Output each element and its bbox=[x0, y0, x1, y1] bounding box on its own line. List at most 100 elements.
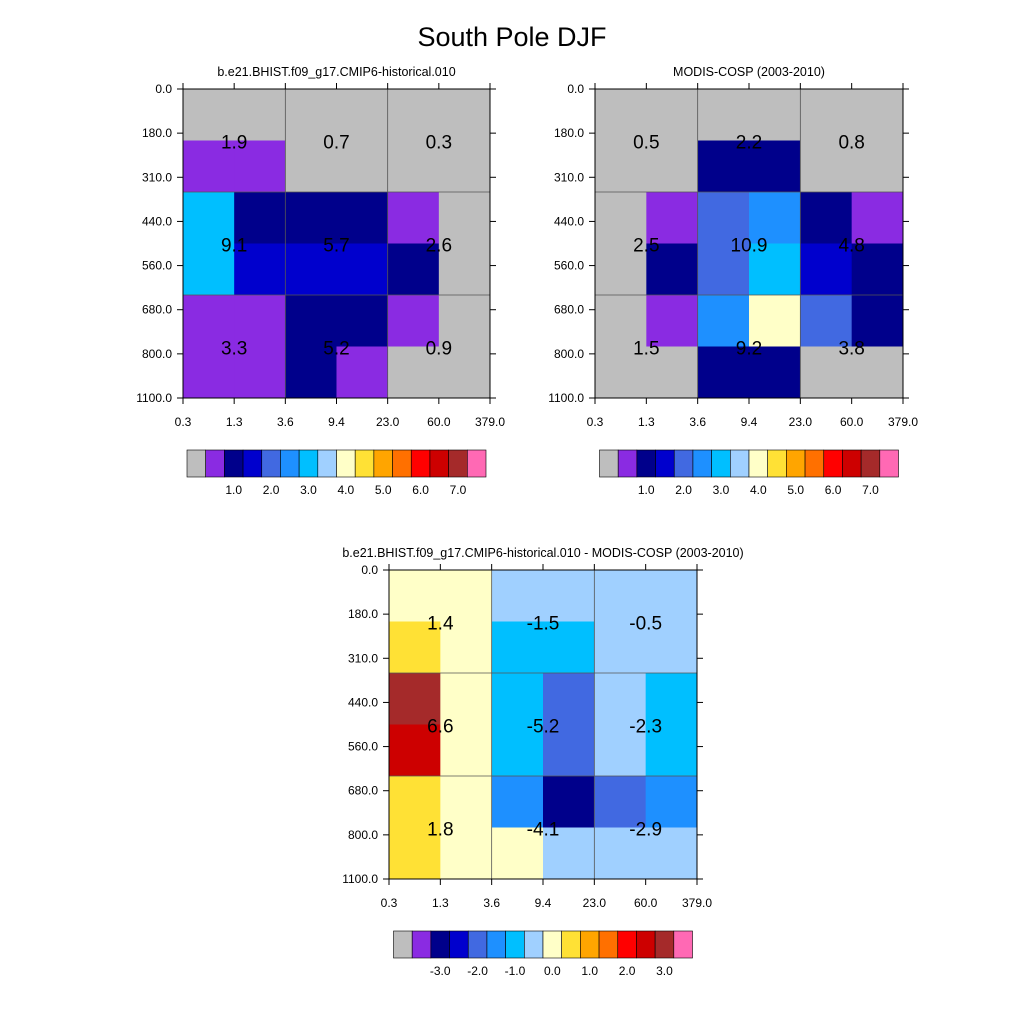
colorbar-swatch bbox=[298, 449, 319, 478]
x-tick-label: 379.0 bbox=[682, 896, 712, 910]
colorbar-label: 1.0 bbox=[581, 964, 598, 978]
heatmap-cell bbox=[389, 776, 441, 828]
heatmap-cell bbox=[183, 295, 235, 347]
y-tick-label: 310.0 bbox=[142, 170, 172, 184]
heatmap-cell bbox=[387, 346, 440, 399]
x-tick-label: 379.0 bbox=[888, 415, 918, 429]
heatmap-cell bbox=[645, 776, 698, 828]
heatmap-cell bbox=[285, 243, 337, 296]
heatmap-cell bbox=[183, 192, 235, 244]
colorbar-swatch bbox=[561, 930, 581, 959]
heatmap-cell bbox=[336, 89, 389, 141]
heatmap-cell bbox=[491, 827, 544, 880]
colorbar-swatch bbox=[617, 930, 637, 959]
x-tick-label: 60.0 bbox=[634, 896, 658, 910]
y-tick-label: 560.0 bbox=[142, 259, 172, 273]
colorbar-label: 0.0 bbox=[544, 964, 561, 978]
box-value-label: 0.7 bbox=[323, 133, 349, 154]
heatmap-cell bbox=[697, 140, 750, 193]
colorbar-swatch bbox=[730, 449, 750, 478]
box-value-label: 2.5 bbox=[633, 236, 659, 257]
heatmap-cell bbox=[336, 192, 389, 244]
panel-title: b.e21.BHIST.f09_g17.CMIP6-historical.010… bbox=[342, 546, 743, 560]
heatmap-cell bbox=[285, 295, 337, 347]
colorbar-label: 2.0 bbox=[619, 964, 636, 978]
x-tick-label: 23.0 bbox=[789, 415, 813, 429]
heatmap-cell bbox=[387, 295, 440, 347]
y-tick-label: 800.0 bbox=[348, 828, 378, 842]
heatmap-cell bbox=[800, 346, 853, 399]
x-tick-label: 3.6 bbox=[689, 415, 706, 429]
heatmap-cell bbox=[646, 140, 699, 193]
box-value-label: 3.8 bbox=[838, 339, 864, 360]
box-value-label: 1.5 bbox=[633, 339, 659, 360]
colorbar-swatch bbox=[410, 449, 431, 478]
heatmap-cell bbox=[800, 243, 853, 296]
box-value-label: -5.2 bbox=[527, 717, 560, 738]
y-tick-label: 440.0 bbox=[348, 695, 378, 709]
heatmap-cell bbox=[697, 89, 750, 141]
heatmap-cell bbox=[234, 243, 286, 296]
heatmap-cell bbox=[440, 673, 493, 725]
heatmap-cell bbox=[234, 346, 286, 399]
figure-title: South Pole DJF bbox=[417, 22, 606, 52]
heatmap-cell bbox=[438, 243, 491, 296]
colorbar-swatch bbox=[636, 449, 656, 478]
heatmap-cell bbox=[595, 192, 647, 244]
x-tick-label: 379.0 bbox=[475, 415, 505, 429]
heatmap-cell bbox=[594, 776, 647, 828]
heatmap-cell bbox=[336, 140, 389, 193]
y-tick-label: 180.0 bbox=[348, 607, 378, 621]
y-tick-label: 680.0 bbox=[348, 784, 378, 798]
y-tick-label: 0.0 bbox=[155, 82, 172, 96]
colorbar-swatch bbox=[467, 930, 488, 959]
box-value-label: 3.3 bbox=[221, 339, 247, 360]
heatmap-cell bbox=[594, 673, 647, 725]
heatmap-cell bbox=[543, 570, 595, 622]
heatmap-cell bbox=[387, 243, 440, 296]
heatmap-cell bbox=[851, 295, 904, 347]
heatmap-cell bbox=[645, 621, 698, 674]
heatmap-cell bbox=[491, 621, 544, 674]
colorbar-swatch bbox=[224, 449, 244, 478]
colorbar-swatch bbox=[336, 449, 356, 478]
heatmap-cell bbox=[749, 140, 801, 193]
x-tick-label: 23.0 bbox=[376, 415, 400, 429]
heatmap-cell bbox=[491, 570, 544, 622]
colorbar-swatch bbox=[636, 930, 656, 959]
heatmap-cell bbox=[645, 827, 698, 880]
x-tick-label: 60.0 bbox=[840, 415, 864, 429]
colorbar-swatch bbox=[767, 449, 787, 478]
panel-difference: b.e21.BHIST.f09_g17.CMIP6-historical.010… bbox=[342, 546, 743, 978]
box-value-label: -2.9 bbox=[629, 820, 662, 841]
colorbar-swatch bbox=[505, 930, 525, 959]
heatmap-cell bbox=[440, 776, 493, 828]
colorbar-swatch bbox=[317, 449, 337, 478]
heatmap-cell bbox=[697, 295, 750, 347]
box-value-label: 0.5 bbox=[633, 133, 659, 154]
box-value-label: 5.2 bbox=[323, 339, 349, 360]
y-tick-label: 800.0 bbox=[554, 347, 584, 361]
heatmap-cell bbox=[595, 346, 647, 399]
colorbar-swatch bbox=[448, 449, 468, 478]
y-tick-label: 560.0 bbox=[348, 740, 378, 754]
colorbar-label: 3.0 bbox=[300, 483, 317, 497]
colorbar-label: 3.0 bbox=[713, 483, 730, 497]
box-value-label: 5.7 bbox=[323, 236, 349, 257]
colorbar-label: 1.0 bbox=[225, 483, 242, 497]
heatmap-cell bbox=[800, 295, 853, 347]
colorbar-swatch bbox=[524, 930, 544, 959]
heatmap-cell bbox=[438, 89, 491, 141]
box-value-label: -1.5 bbox=[527, 614, 560, 635]
x-tick-label: 1.3 bbox=[226, 415, 243, 429]
heatmap-cell bbox=[387, 192, 440, 244]
box-value-label: 4.8 bbox=[838, 236, 864, 257]
heatmap-cell bbox=[543, 776, 595, 828]
box-value-label: 9.2 bbox=[736, 339, 762, 360]
heatmap-cell bbox=[595, 295, 647, 347]
colorbar-swatch bbox=[617, 449, 638, 478]
heatmap-cell bbox=[438, 346, 491, 399]
colorbar-swatch bbox=[711, 449, 731, 478]
y-tick-label: 180.0 bbox=[142, 126, 172, 140]
